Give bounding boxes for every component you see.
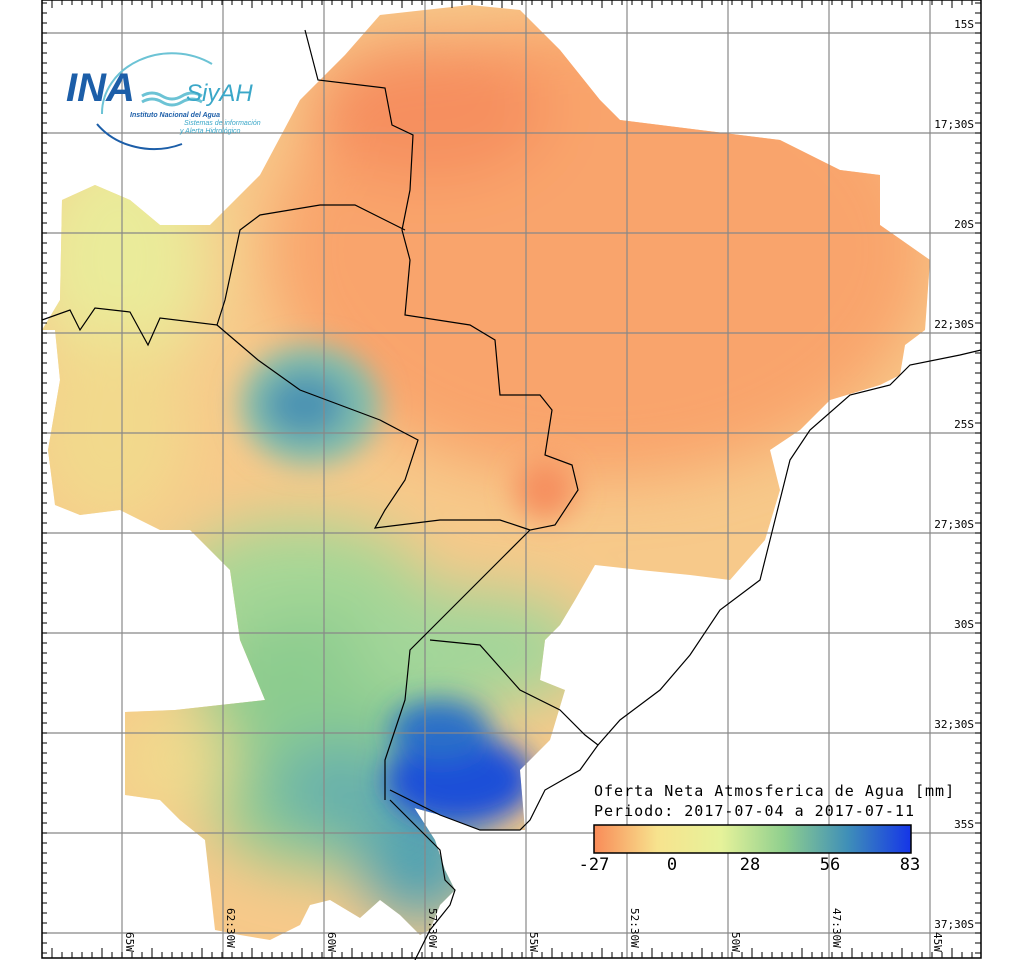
lon-label: 57:30W — [426, 908, 439, 948]
lat-label: 22;30S — [934, 318, 974, 331]
logo-sub2: y Alerta Hidrológico — [180, 128, 241, 135]
lat-label: 20S — [954, 218, 974, 231]
logo-org: Instituto Nacional del Agua — [130, 112, 220, 119]
lon-label: 55W — [527, 932, 540, 952]
legend-colorbar — [593, 824, 912, 854]
lon-label: 45W — [931, 932, 944, 952]
legend-title: Oferta Neta Atmosferica de Agua [mm] — [594, 782, 956, 800]
lat-label: 32;30S — [934, 718, 974, 731]
lon-label: 65W — [123, 932, 136, 952]
logo-ina: INA — [66, 66, 135, 110]
lon-label: 47:30W — [830, 908, 843, 948]
legend-period: Periodo: 2017-07-04 a 2017-07-11 — [594, 802, 915, 820]
lat-label: 15S — [954, 18, 974, 31]
ina-siyah-logo: INA SiyAH Instituto Nacional del Agua Si… — [62, 44, 282, 154]
logo-sub1: Sistemas de información — [184, 120, 261, 127]
lon-label: 62:30W — [224, 908, 237, 948]
logo-wave-icon — [96, 52, 213, 151]
lon-label: 52:30W — [628, 908, 641, 948]
legend-tick: 56 — [819, 855, 841, 875]
lat-label: 35S — [954, 818, 974, 831]
logo-siyah: SiyAH — [186, 80, 253, 107]
lat-label: 27;30S — [934, 518, 974, 531]
legend-tick: 83 — [899, 855, 921, 875]
grid-lines — [42, 0, 981, 958]
legend-tick: 0 — [666, 855, 678, 875]
lon-label: 50W — [729, 932, 742, 952]
lon-label: 60W — [325, 932, 338, 952]
legend-tick: 28 — [739, 855, 761, 875]
lat-label: 17;30S — [934, 118, 974, 131]
lat-label: 30S — [954, 618, 974, 631]
legend-tick: -27 — [578, 855, 610, 875]
lat-label: 37;30S — [934, 918, 974, 931]
axis-ticks — [41, 0, 981, 958]
political-borders — [41, 29, 982, 960]
lat-label: 25S — [954, 418, 974, 431]
